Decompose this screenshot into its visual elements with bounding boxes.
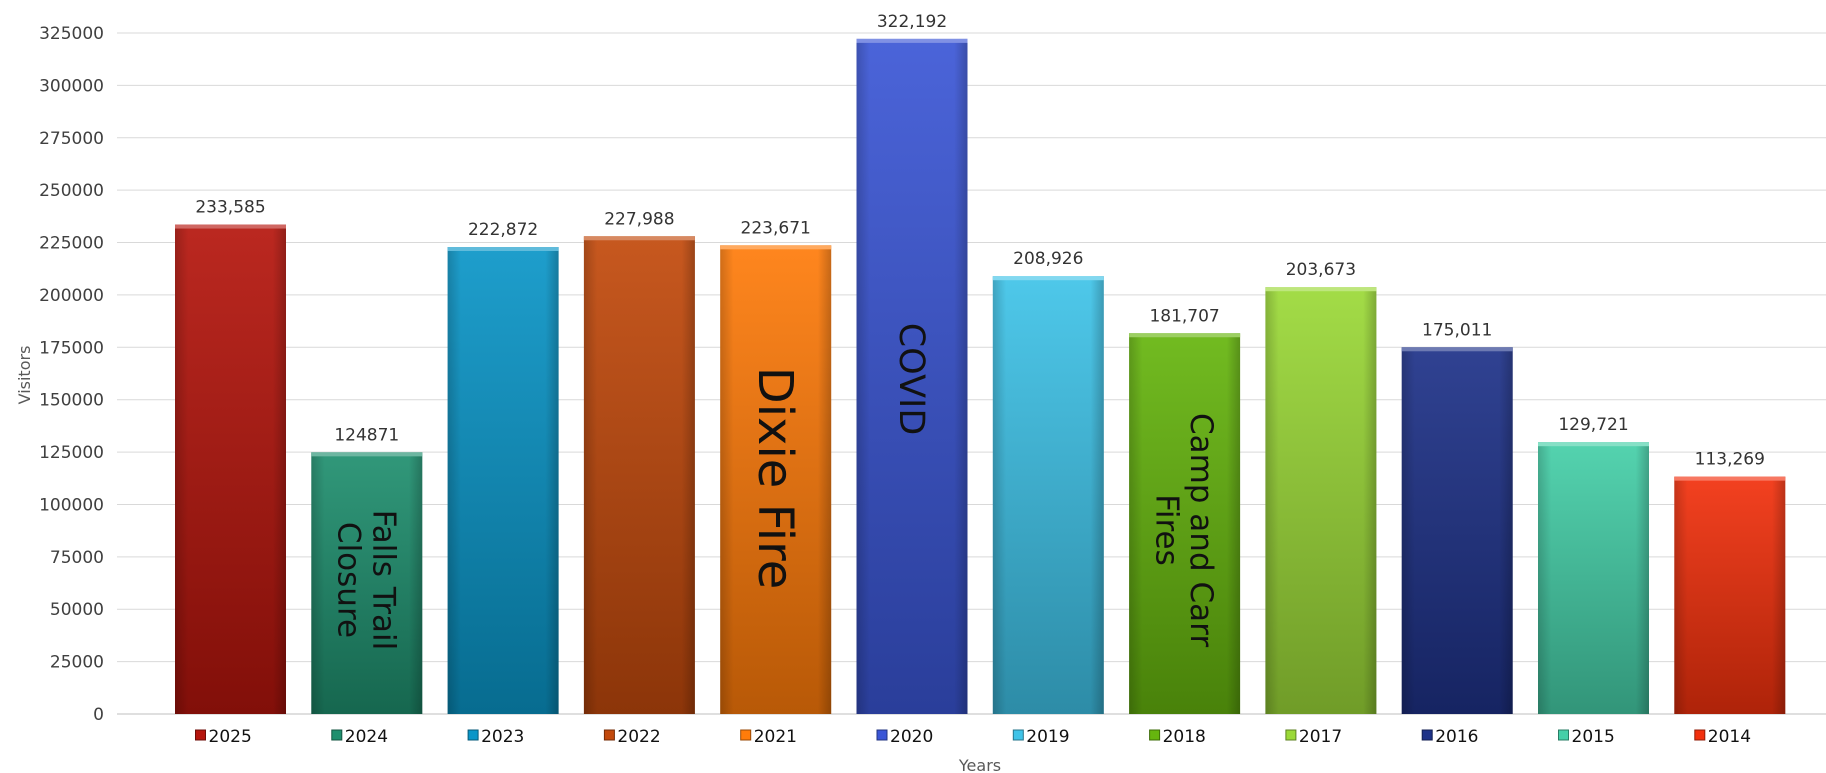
bar-cap-2021 <box>720 245 832 250</box>
x-axis-title: Years <box>958 756 1001 773</box>
category-label-2015: 2015 <box>1572 727 1615 747</box>
legend-marker-2021 <box>740 729 752 741</box>
y-tick-label: 300000 <box>39 76 104 96</box>
data-label-2018: 181,707 <box>1149 306 1219 326</box>
data-label-2016: 175,011 <box>1422 320 1492 340</box>
y-tick-label: 175000 <box>39 338 104 358</box>
legend-marker-2023 <box>467 729 479 741</box>
y-axis-title: Visitors <box>15 346 34 405</box>
category-label-2022: 2022 <box>617 727 660 747</box>
bar-shading-2024 <box>311 452 423 714</box>
bar-cap-2022 <box>583 236 695 241</box>
data-label-2024: 124871 <box>334 425 399 445</box>
annotation-2021: Dixie Fire <box>747 367 803 590</box>
annotation-2020: COVID <box>891 323 931 436</box>
annotations: Falls TrailClosure Dixie Fire COVID Camp an… <box>331 323 1220 651</box>
annotation-2018: Camp and CarrFires <box>1148 413 1219 647</box>
bars <box>175 38 1786 714</box>
y-tick-label: 325000 <box>39 24 104 44</box>
y-tick-label: 75000 <box>50 548 104 568</box>
category-label-2021: 2021 <box>754 727 797 747</box>
category-label-2023: 2023 <box>481 727 524 747</box>
bar-shading-2018 <box>1129 333 1241 714</box>
bar-cap-2015 <box>1538 442 1649 447</box>
bar-cap-2017 <box>1265 287 1377 292</box>
category-label-2025: 2025 <box>209 727 252 747</box>
bar-shading-2014 <box>1674 476 1786 714</box>
y-tick-label: 150000 <box>39 391 104 411</box>
bar-shading-2016 <box>1401 347 1513 714</box>
y-tick-label: 250000 <box>39 181 104 201</box>
bar-cap-2023 <box>447 246 559 251</box>
bar-cap-2024 <box>311 452 423 457</box>
data-label-2025: 233,585 <box>195 198 265 218</box>
category-label-2014: 2014 <box>1708 727 1751 747</box>
data-label-2019: 208,926 <box>1013 249 1083 269</box>
bar-cap-2018 <box>1129 333 1241 338</box>
bar-shading-2025 <box>175 224 286 714</box>
bar-cap-2016 <box>1401 347 1513 352</box>
category-label-2018: 2018 <box>1163 727 1206 747</box>
legend-marker-2014 <box>1694 729 1706 741</box>
bar-shading-2021 <box>720 245 832 714</box>
category-label-2016: 2016 <box>1435 727 1478 747</box>
data-label-2017: 203,673 <box>1286 260 1356 280</box>
y-tick-label: 50000 <box>50 600 104 620</box>
y-tick-label: 0 <box>93 705 104 725</box>
data-labels: 233,585 124871 222,872 227,988 223,671 322,19… <box>195 12 1765 470</box>
data-label-2015: 129,721 <box>1558 415 1628 435</box>
y-tick-label: 225000 <box>39 234 104 254</box>
data-label-2020: 322,192 <box>877 12 947 32</box>
annotation-2024: Falls TrailClosure <box>331 510 402 651</box>
legend-marker-2017 <box>1285 729 1297 741</box>
category-label-2024: 2024 <box>345 727 388 747</box>
legend-marker-2019 <box>1012 729 1024 741</box>
bar-shading-2023 <box>447 246 559 714</box>
bar-shading-2015 <box>1538 442 1649 714</box>
data-label-2022: 227,988 <box>604 209 674 229</box>
data-label-2021: 223,671 <box>741 218 811 238</box>
legend-marker-2025 <box>195 729 206 741</box>
category-label-2019: 2019 <box>1026 727 1069 747</box>
category-label-2017: 2017 <box>1299 727 1342 747</box>
legend-marker-2024 <box>331 729 343 741</box>
bar-cap-2014 <box>1674 476 1786 481</box>
legend-marker-2020 <box>876 729 888 741</box>
legend-marker-2016 <box>1421 729 1433 741</box>
bar-shading-2019 <box>992 276 1104 714</box>
bar-shading-2020 <box>856 38 968 714</box>
bar-shading-2017 <box>1265 287 1377 714</box>
y-tick-label: 275000 <box>39 129 104 149</box>
y-tick-label: 100000 <box>39 495 104 515</box>
bar-shading-2022 <box>583 236 695 714</box>
y-tick-label: 200000 <box>39 286 104 306</box>
bar-cap-2019 <box>992 276 1104 281</box>
x-axis-categories: 2025 2024 2023 2022 2021 2020 2019 2018 2017 2016… <box>195 727 1751 747</box>
legend-marker-2022 <box>603 729 615 741</box>
data-label-2014: 113,269 <box>1695 450 1765 470</box>
y-tick-label: 125000 <box>39 443 104 463</box>
category-label-2020: 2020 <box>890 727 933 747</box>
legend-marker-2018 <box>1149 729 1161 741</box>
y-axis-ticks: 0 25000 50000 75000 100000 125000 150000 175000… <box>39 24 104 725</box>
data-label-2023: 222,872 <box>468 220 538 240</box>
bar-cap-2020 <box>856 38 968 43</box>
bar-cap-2025 <box>175 224 286 229</box>
y-tick-label: 25000 <box>50 653 104 673</box>
legend-marker-2015 <box>1558 729 1569 741</box>
gridlines <box>117 32 1826 715</box>
